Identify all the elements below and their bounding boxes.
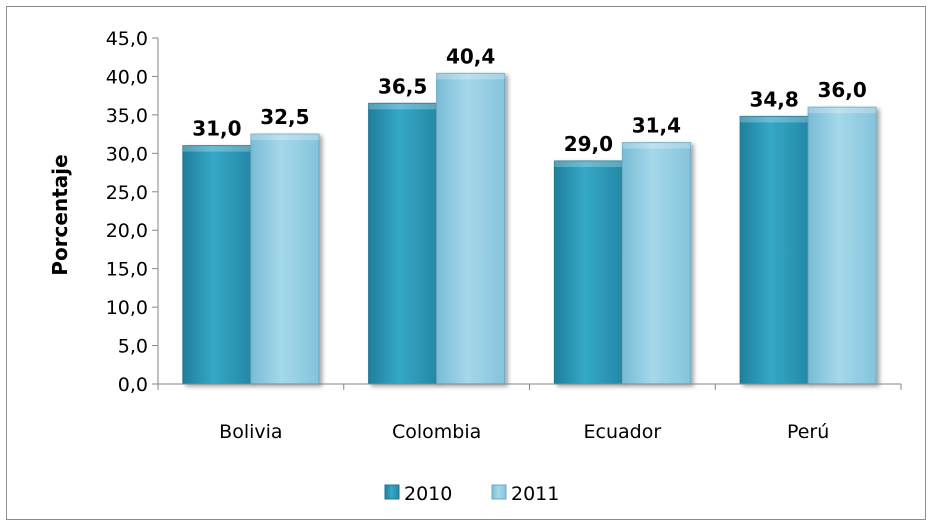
- y-axis-title: Porcentaje: [48, 154, 72, 275]
- bar-colombia-2010: [368, 102, 438, 385]
- y-tick-label: 20,0: [106, 220, 148, 242]
- bar-highlight: [368, 103, 437, 110]
- legend-swatch-2011: [491, 484, 507, 500]
- y-tick-label: 5,0: [118, 336, 148, 358]
- category-label: Perú: [787, 421, 829, 443]
- data-labels: 31,0 32,5 36,5 40,4 29,0 31,4 34,8 36,0: [192, 44, 867, 156]
- bars: [182, 72, 877, 385]
- y-tick-label: 15,0: [106, 259, 148, 281]
- category-label: Ecuador: [584, 421, 662, 443]
- data-label: 34,8: [749, 87, 798, 111]
- y-tick-label: 45,0: [106, 28, 148, 50]
- bar-highlight: [250, 134, 319, 141]
- bar-highlight: [436, 73, 505, 80]
- data-label: 32,5: [260, 105, 309, 129]
- y-tick-label: 0,0: [118, 374, 148, 396]
- bar-per-2011: [807, 106, 877, 385]
- bar-bolivia-2011: [250, 133, 320, 385]
- data-label: 29,0: [564, 132, 613, 156]
- y-tick-label: 30,0: [106, 143, 148, 165]
- bar-highlight: [740, 116, 809, 123]
- bar-highlight: [622, 142, 691, 149]
- legend-swatch-2010: [384, 484, 400, 500]
- bar-per-2010: [739, 115, 809, 385]
- legend: 2010 2011: [384, 483, 559, 505]
- data-label: 40,4: [446, 44, 495, 68]
- data-label: 36,0: [817, 78, 866, 102]
- legend-label-2010: 2010: [404, 483, 452, 505]
- category-label: Bolivia: [219, 421, 282, 443]
- y-tick-label: 10,0: [106, 297, 148, 319]
- bar-highlight: [808, 107, 877, 114]
- category-label: Colombia: [392, 421, 481, 443]
- y-tick-label: 25,0: [106, 182, 148, 204]
- y-tick-label: 35,0: [106, 105, 148, 127]
- bar-highlight: [554, 161, 623, 168]
- axes: [157, 38, 902, 390]
- data-label: 31,4: [632, 114, 681, 138]
- data-label: 31,0: [192, 117, 241, 141]
- legend-label-2011: 2011: [511, 483, 559, 505]
- data-label: 36,5: [378, 74, 427, 98]
- bar-ecuador-2010: [553, 160, 623, 385]
- y-axis-ticks: 0,0 5,0 10,0 15,0 20,0 25,0 30,0 35,0 40,0 45,0: [106, 28, 158, 396]
- y-tick-label: 40,0: [106, 66, 148, 88]
- bar-highlight: [182, 145, 251, 152]
- category-labels: Bolivia Colombia Ecuador Perú: [219, 421, 829, 443]
- bar-ecuador-2011: [621, 142, 691, 385]
- bar-bolivia-2010: [182, 145, 252, 385]
- bar-colombia-2011: [436, 72, 506, 385]
